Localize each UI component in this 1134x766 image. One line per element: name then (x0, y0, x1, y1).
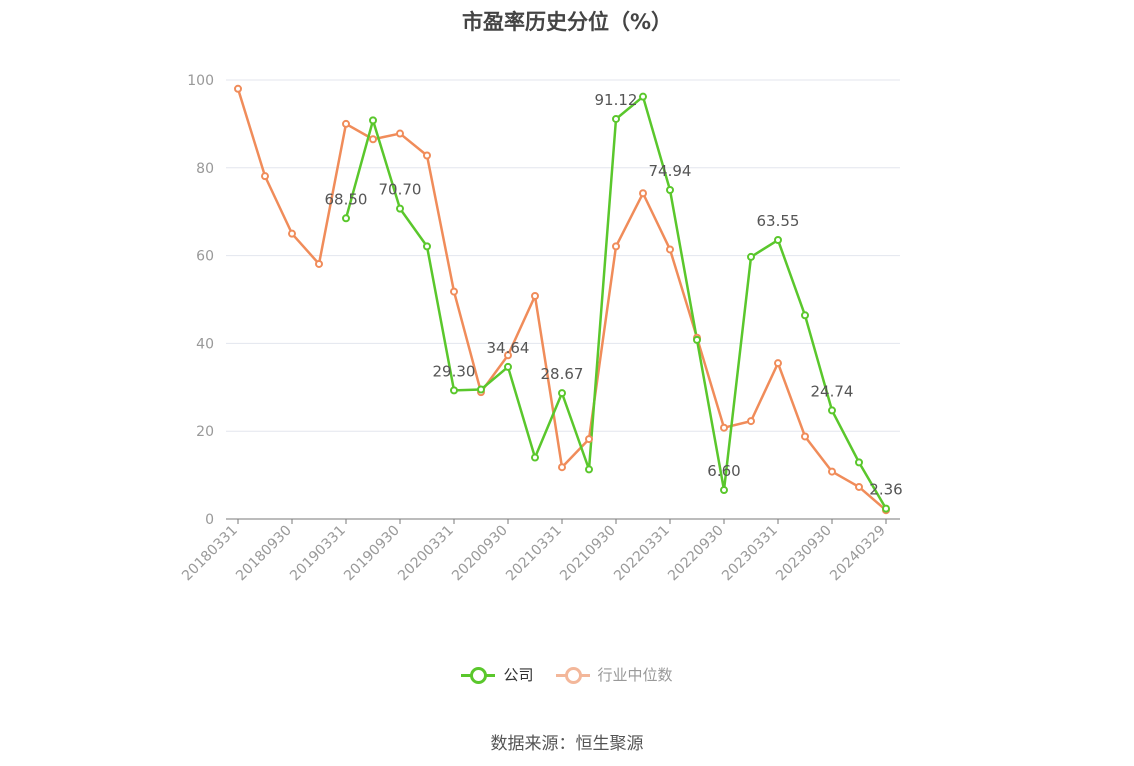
source-note: 数据来源：恒生聚源 (490, 734, 644, 754)
data-point-company (747, 252, 755, 261)
data-point-company (882, 504, 890, 513)
x-tick-label: 20230930 (773, 523, 835, 585)
data-point-industry (315, 259, 323, 268)
legend-swatch-company (461, 666, 496, 684)
data-labels: 68.50 70.70 29.30 34.64 28.67 91.12 74.94 6.60 6… (325, 91, 903, 499)
data-label: 63.55 (757, 212, 800, 230)
y-tick-label: 0 (205, 512, 214, 528)
x-tick-label: 20220930 (665, 523, 727, 585)
data-label: 74.94 (649, 162, 692, 180)
data-point-industry (639, 189, 647, 198)
data-point-industry (774, 359, 782, 368)
data-point-industry (855, 482, 863, 491)
data-point-industry (828, 467, 836, 476)
legend: 公司 行业中位数 (0, 664, 1134, 685)
line-chart: 0 20 40 60 80 100 2018033120180930201903312019… (179, 73, 903, 585)
data-point-company (396, 204, 404, 213)
data-point-company (423, 242, 431, 251)
data-point-industry (261, 172, 269, 181)
data-point-company (504, 362, 512, 371)
data-label: 6.60 (707, 462, 740, 480)
data-point-industry (747, 417, 755, 426)
series-line-industry (236, 88, 887, 512)
x-tick-label: 20200331 (395, 523, 457, 585)
x-tick-label: 20210331 (503, 523, 565, 585)
data-point-industry (801, 432, 809, 441)
x-tick-label: 20200930 (449, 523, 511, 585)
data-point-company (342, 214, 350, 223)
data-label: 70.70 (379, 181, 422, 199)
y-tick-label: 80 (196, 161, 214, 177)
y-tick-label: 40 (196, 336, 214, 352)
data-label: 2.36 (869, 481, 902, 499)
data-point-industry (504, 351, 512, 360)
data-point-company (558, 389, 566, 398)
data-point-company (450, 386, 458, 395)
y-tick-label: 100 (187, 73, 214, 89)
data-point-company (639, 92, 647, 101)
chart-title: 市盈率历史分位（%） (461, 10, 673, 34)
legend-item-industry[interactable]: 行业中位数 (555, 664, 673, 685)
legend-item-company[interactable]: 公司 (461, 664, 534, 685)
x-tick-label: 20240329 (827, 523, 889, 585)
data-label: 91.12 (595, 91, 638, 109)
data-point-company (774, 236, 782, 245)
data-point-industry (423, 151, 431, 160)
series-points (234, 84, 890, 515)
legend-label-industry: 行业中位数 (597, 666, 673, 684)
data-point-industry (558, 463, 566, 472)
legend-swatch-industry (555, 666, 590, 684)
x-tick-label: 20190331 (287, 523, 349, 585)
data-point-industry (720, 423, 728, 432)
data-point-industry (288, 229, 296, 238)
series-lines (236, 88, 888, 512)
data-point-company (828, 406, 836, 415)
data-point-industry (612, 242, 620, 251)
data-point-industry (342, 119, 350, 128)
x-tick-label: 20230331 (719, 523, 781, 585)
data-point-company (612, 114, 620, 123)
data-label: 28.67 (541, 365, 584, 383)
x-tick-label: 20210930 (557, 523, 619, 585)
y-tick-label: 20 (196, 424, 214, 440)
data-point-industry (585, 435, 593, 444)
data-point-company (720, 486, 728, 495)
data-point-company (666, 186, 674, 195)
x-tick-label: 20180930 (233, 523, 295, 585)
data-point-company (369, 116, 377, 125)
data-label: 24.74 (811, 382, 854, 400)
data-point-industry (369, 135, 377, 144)
data-point-company (585, 465, 593, 474)
data-point-company (693, 335, 701, 344)
data-point-industry (396, 129, 404, 138)
data-point-industry (234, 84, 242, 93)
data-point-company (855, 458, 863, 467)
y-tick-label: 60 (196, 249, 214, 265)
x-tick-label: 20180331 (179, 523, 241, 585)
data-point-company (477, 385, 485, 394)
data-point-company (531, 453, 539, 462)
data-point-industry (450, 287, 458, 296)
data-point-industry (666, 245, 674, 254)
data-point-industry (531, 291, 539, 300)
data-point-company (801, 311, 809, 320)
data-label: 34.64 (487, 339, 530, 357)
data-label: 29.30 (433, 362, 476, 380)
data-label: 68.50 (325, 190, 368, 208)
x-tick-label: 20190930 (341, 523, 403, 585)
legend-label-company: 公司 (503, 666, 534, 684)
x-tick-label: 20220331 (611, 523, 673, 585)
